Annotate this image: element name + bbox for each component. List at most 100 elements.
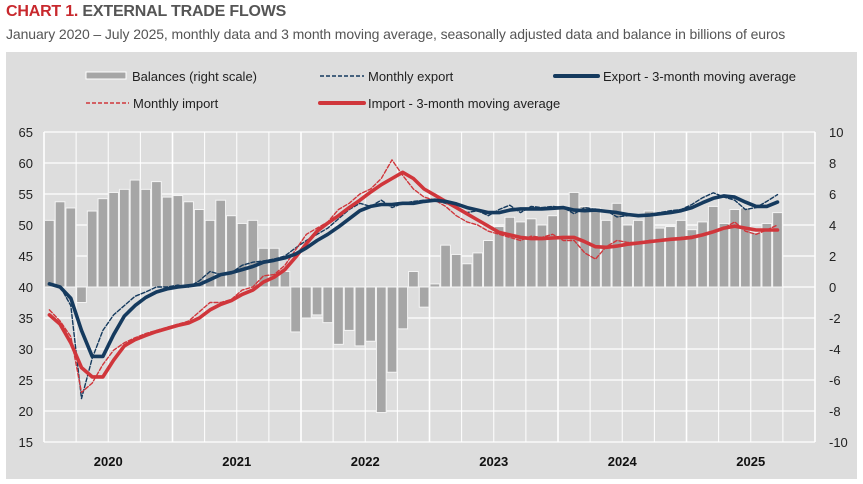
balance-bar	[536, 224, 548, 288]
balance-bar	[172, 195, 184, 288]
balance-bar	[632, 219, 644, 288]
balance-bar	[654, 227, 666, 288]
y-left-tick-label: 40	[19, 280, 33, 295]
legend-label-import-monthly: Monthly import	[133, 96, 219, 111]
y-right-tick-label: 8	[829, 156, 836, 171]
y-left-tick-label: 50	[19, 218, 33, 233]
x-axis: 2020 2021 2022 2023 2024 2025	[94, 454, 765, 469]
balance-bar	[515, 221, 526, 288]
export-ma-line	[47, 194, 780, 359]
chart-title: CHART 1. EXTERNAL TRADE FLOWS	[6, 3, 286, 21]
y-left-tick-label: 30	[19, 342, 33, 357]
y-right-tick-label: 10	[829, 125, 843, 140]
series-lines	[47, 159, 780, 400]
legend-item-import-ma: Import - 3-month moving average	[318, 96, 560, 111]
balance-bar	[65, 207, 77, 288]
legend-label-import-ma: Import - 3-month moving average	[368, 96, 560, 111]
y-right-tick-label: 4	[829, 218, 836, 233]
y-right-tick-label: -2	[829, 311, 841, 326]
balance-bar	[204, 219, 216, 288]
chart-title-lead: CHART 1.	[6, 3, 79, 20]
balance-bar	[236, 222, 248, 288]
balance-bar	[108, 191, 119, 288]
balance-bar	[386, 286, 398, 373]
y-left-tick-label: 45	[19, 249, 33, 264]
balance-bar	[193, 209, 205, 288]
balance-bar	[247, 219, 259, 288]
balance-bar	[183, 201, 194, 288]
y-left-tick-label: 60	[19, 156, 33, 171]
balance-bar	[215, 199, 227, 288]
balance-bar	[354, 286, 366, 347]
balance-bar	[429, 283, 441, 288]
balance-bar	[408, 271, 419, 288]
y-axis-left: 65 60 55 50 45 40 35 30 25 20 15	[19, 125, 33, 450]
y-left-tick-label: 35	[19, 311, 33, 326]
x-year-label: 2023	[479, 454, 508, 469]
balance-bar	[365, 286, 376, 342]
balance-bar	[226, 215, 237, 288]
balance-bar	[772, 212, 783, 288]
balance-bar	[525, 218, 537, 288]
balance-bar	[579, 205, 591, 288]
y-right-tick-label: -4	[829, 342, 841, 357]
balance-bar	[707, 205, 719, 288]
legend-label-export-monthly: Monthly export	[368, 69, 454, 84]
balance-bar	[397, 286, 409, 330]
balance-bar	[493, 226, 505, 288]
x-year-label: 2022	[351, 454, 380, 469]
balance-bar	[665, 226, 676, 288]
x-year-label: 2024	[608, 454, 638, 469]
balance-bar	[504, 216, 516, 288]
y-right-tick-label: -8	[829, 404, 841, 419]
x-year-label: 2025	[736, 454, 765, 469]
y-left-tick-label: 65	[19, 125, 33, 140]
balance-bar	[268, 247, 280, 288]
y-left-tick-label: 20	[19, 404, 33, 419]
x-year-label: 2021	[222, 454, 251, 469]
legend-label-balance: Balances (right scale)	[132, 69, 257, 84]
legend-item-balance: Balances (right scale)	[85, 69, 257, 84]
import-ma-line	[47, 170, 780, 379]
balance-bar	[558, 207, 569, 288]
balance-bar	[140, 188, 152, 288]
balance-bar	[290, 286, 301, 333]
balance-bar	[76, 286, 87, 303]
y-axis-right: 10 8 6 4 2 0 -2 -4 -6 -8 -10	[829, 125, 848, 450]
chart-title-rest: EXTERNAL TRADE FLOWS	[78, 3, 287, 20]
balance-bar	[461, 263, 473, 288]
balance-bar	[258, 247, 269, 288]
balance-bar	[333, 286, 344, 345]
balance-bar	[151, 181, 162, 288]
balance-bar	[740, 207, 751, 288]
balance-bar	[118, 188, 130, 288]
balance-bar	[483, 240, 494, 288]
balance-bar	[675, 219, 687, 288]
balance-bar	[54, 201, 66, 288]
y-left-tick-label: 15	[19, 435, 33, 450]
balance-bar	[343, 286, 355, 331]
balance-bar	[440, 244, 451, 288]
balance-bar	[301, 286, 312, 319]
y-right-tick-label: 2	[829, 249, 836, 264]
legend-swatch-balance	[85, 71, 127, 80]
y-left-tick-label: 25	[19, 373, 33, 388]
y-right-tick-label: 0	[829, 280, 836, 295]
balance-bar	[375, 286, 387, 414]
legend: Balances (right scale) Monthly export Ex…	[85, 69, 796, 111]
chart-subtitle: January 2020 – July 2025, monthly data a…	[6, 26, 786, 42]
x-year-label: 2020	[94, 454, 123, 469]
balance-bar	[472, 252, 484, 288]
balance-bar	[418, 286, 430, 308]
balance-bar	[622, 224, 633, 288]
balance-bar	[450, 253, 462, 288]
balance-bar	[547, 215, 559, 288]
balance-bar	[311, 286, 323, 316]
legend-item-export-ma: Export - 3-month moving average	[553, 69, 796, 84]
balance-bar	[643, 210, 655, 288]
legend-item-import-monthly: Monthly import	[86, 96, 219, 111]
y-right-tick-label: 6	[829, 187, 836, 202]
balance-bars	[44, 179, 783, 414]
balance-bar	[97, 198, 109, 288]
